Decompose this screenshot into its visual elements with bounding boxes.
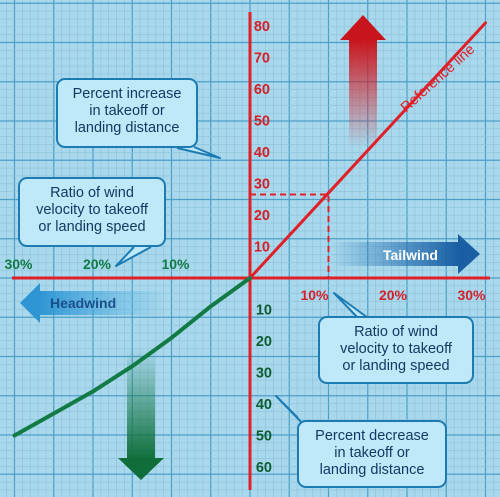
y-tick-label: 60 <box>256 460 272 476</box>
x-tick-label: 30% <box>457 287 486 303</box>
reference-line <box>248 21 487 280</box>
y-tick-label: 50 <box>256 429 272 445</box>
x-tick-label: 10% <box>300 287 329 303</box>
x-tick-label: 20% <box>379 287 408 303</box>
y-tick-label: 50 <box>254 114 270 130</box>
headwind-label: Headwind <box>50 295 116 311</box>
example-guides <box>250 193 330 278</box>
headwind-curve <box>12 276 252 438</box>
y-tick-label: 30 <box>254 177 270 193</box>
y-tick-label: 10 <box>256 303 272 319</box>
tick-labels: 10 20 30 40 50 60 70 80 10 20 30 40 50 60 10% 20% 30% 10%… <box>4 19 486 476</box>
headwind-arrow <box>20 283 168 323</box>
y-tick-label: 20 <box>254 208 270 224</box>
y-tick-label: 40 <box>254 145 270 161</box>
x-tick-label: 30% <box>4 256 33 272</box>
y-tick-label: 70 <box>254 51 270 67</box>
y-tick-label: 60 <box>254 82 270 98</box>
increase-arrow <box>340 15 386 148</box>
callout-percent-decrease: Percent decrease in takeoff or landing d… <box>297 420 447 488</box>
series-lines <box>12 21 487 438</box>
decrease-arrow <box>118 348 164 480</box>
callout-percent-increase: Percent increase in takeoff or landing d… <box>56 78 198 148</box>
y-tick-label: 80 <box>254 19 270 35</box>
y-tick-label: 10 <box>254 240 270 256</box>
callout-ratio-right: Ratio of wind velocity to takeoff or lan… <box>318 316 474 384</box>
y-tick-label: 30 <box>256 366 272 382</box>
x-tick-label: 10% <box>161 256 190 272</box>
x-tick-label: 20% <box>83 256 112 272</box>
callout-pointers <box>115 146 369 429</box>
y-tick-label: 20 <box>256 334 272 350</box>
y-tick-label: 40 <box>256 397 272 413</box>
tailwind-arrow <box>330 234 480 274</box>
example-guide-line <box>250 193 330 278</box>
callout-ratio-left: Ratio of wind velocity to takeoff or lan… <box>18 177 166 247</box>
reference-line-label: Reference line <box>398 42 478 116</box>
tailwind-label: Tailwind <box>383 247 438 263</box>
